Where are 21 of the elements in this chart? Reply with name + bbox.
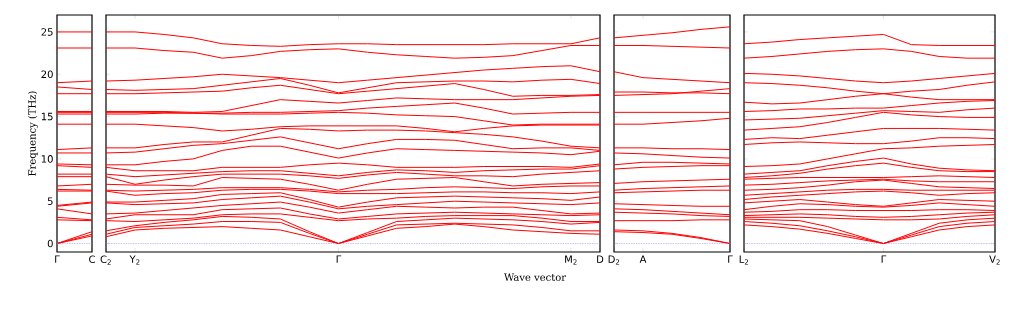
- x-tick-label: Γ: [55, 255, 60, 263]
- y-tick-label: 15: [41, 112, 53, 121]
- x-tick-label: C: [89, 255, 95, 264]
- x-tick-label: M$_{2}$: [565, 255, 577, 265]
- y-tick-label: 25: [41, 28, 53, 36]
- y-tick-label: 0: [47, 239, 53, 248]
- x-tick-label: C$_{2}$: [100, 255, 111, 265]
- x-tick-label: A: [639, 255, 647, 263]
- x-tick-label: V$_{2}$: [989, 255, 1000, 265]
- x-axis-title: Wave vector: [503, 273, 567, 281]
- x-tick-label: Y$_{2}$: [129, 255, 140, 265]
- x-tick-label: Γ: [336, 255, 342, 263]
- x-tick-label: D: [597, 255, 604, 263]
- y-tick-label: 20: [41, 70, 53, 79]
- y-axis-title: Frequency (THz): [28, 91, 38, 176]
- x-tick-label: Γ: [728, 255, 733, 263]
- y-tick-label: 5: [47, 197, 53, 205]
- x-tick-label: D$_{2}$: [608, 255, 620, 265]
- x-tick-label: Γ: [881, 255, 887, 263]
- y-tick-label: 10: [41, 155, 53, 163]
- x-tick-label: L$_{2}$: [739, 255, 749, 265]
